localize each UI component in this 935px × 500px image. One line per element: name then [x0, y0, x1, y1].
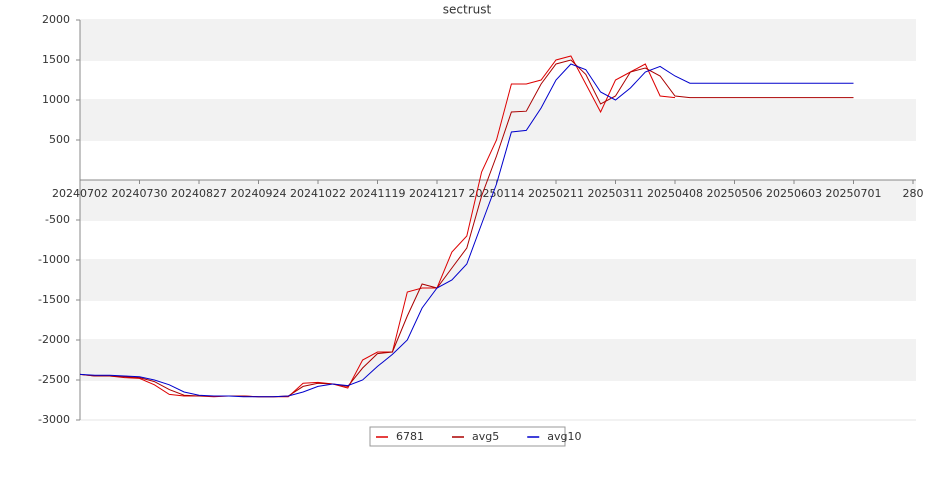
grid	[80, 19, 916, 421]
grid-band	[80, 340, 916, 380]
chart-title: sectrust	[443, 3, 492, 17]
x-tick-label: 20250311	[588, 187, 644, 200]
legend-label: avg5	[472, 430, 499, 443]
x-tick-label: 20241119	[350, 187, 406, 200]
x-tick-label: 280	[903, 187, 924, 200]
grid-band	[80, 20, 916, 60]
legend-label: avg10	[547, 430, 581, 443]
legend-box	[369, 426, 566, 447]
legend-label: 6781	[396, 430, 424, 443]
x-tick-label: 20250603	[766, 187, 822, 200]
x-tick-label: 20241217	[409, 187, 465, 200]
x-tick-label: 20250506	[707, 187, 763, 200]
x-tick-label: 20240924	[231, 187, 287, 200]
y-tick-label: -2500	[38, 373, 70, 386]
x-tick-label: 20250408	[647, 187, 703, 200]
series-line	[79, 63, 854, 398]
y-tick-label: 500	[49, 133, 70, 146]
y-tick-label: 1500	[42, 53, 70, 66]
y-tick-label: -500	[45, 213, 70, 226]
x-tick-label: 20240827	[171, 187, 227, 200]
grid-band	[80, 260, 916, 300]
y-tick-label: -2000	[38, 333, 70, 346]
grid-band	[80, 180, 916, 220]
y-tick-label: -1000	[38, 253, 70, 266]
x-tick-label: 20241022	[290, 187, 346, 200]
y-tick-label: -3000	[38, 413, 70, 426]
x-tick-label: 20240730	[112, 187, 168, 200]
x-tick-label: 20250211	[528, 187, 584, 200]
x-tick-label: 20250701	[826, 187, 882, 200]
y-tick-label: -1500	[38, 293, 70, 306]
y-tick-label: 2000	[42, 13, 70, 26]
x-tick-label: 20250114	[469, 187, 525, 200]
x-tick-label: 20240702	[52, 187, 108, 200]
y-tick-label: 1000	[42, 93, 70, 106]
legend: 6781 avg5 avg10	[369, 426, 581, 447]
